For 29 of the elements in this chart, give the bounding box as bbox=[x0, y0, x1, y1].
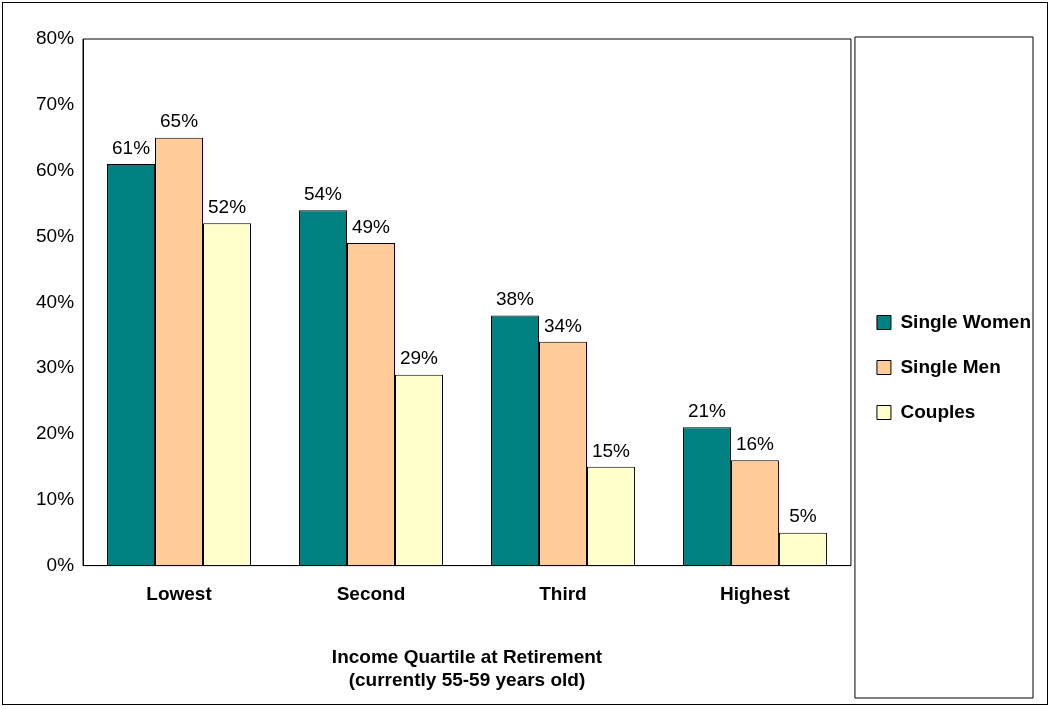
text: 52% bbox=[208, 196, 247, 218]
text: 65% bbox=[160, 110, 199, 132]
y-tick-label: 20% bbox=[36, 422, 75, 444]
x-tick-label: Lowest bbox=[146, 583, 213, 605]
text: 29% bbox=[399, 347, 439, 369]
text: 54% bbox=[303, 182, 343, 204]
text: 21% bbox=[687, 400, 726, 422]
y-tick-label: 40% bbox=[36, 290, 75, 312]
text: 15% bbox=[591, 439, 630, 461]
text: 61% bbox=[112, 136, 151, 158]
x-tick-label: Second bbox=[336, 583, 406, 605]
text: 34% bbox=[543, 314, 582, 336]
text: 16% bbox=[735, 433, 774, 455]
x-axis-title: Income Quartile at Retirement (currently 55-59 years old) bbox=[331, 646, 603, 690]
y-tick-label: 70% bbox=[36, 93, 75, 115]
y-tick-label: 0% bbox=[46, 553, 75, 575]
legend-label: Single Men bbox=[900, 355, 1001, 377]
y-tick-label: 30% bbox=[36, 356, 75, 378]
y-tick-label: 10% bbox=[36, 488, 75, 510]
legend-label: Couples bbox=[900, 400, 976, 422]
y-tick-label: 50% bbox=[36, 224, 75, 246]
x-tick-label: Third bbox=[539, 583, 587, 605]
text: 38% bbox=[495, 288, 534, 310]
y-tick-label: 60% bbox=[36, 158, 75, 180]
x-tick-label: Highest bbox=[720, 583, 791, 605]
text: 49% bbox=[351, 215, 391, 237]
legend-label: Single Women bbox=[900, 310, 1032, 332]
y-tick-label: 80% bbox=[36, 27, 75, 49]
text: 5% bbox=[789, 505, 817, 527]
